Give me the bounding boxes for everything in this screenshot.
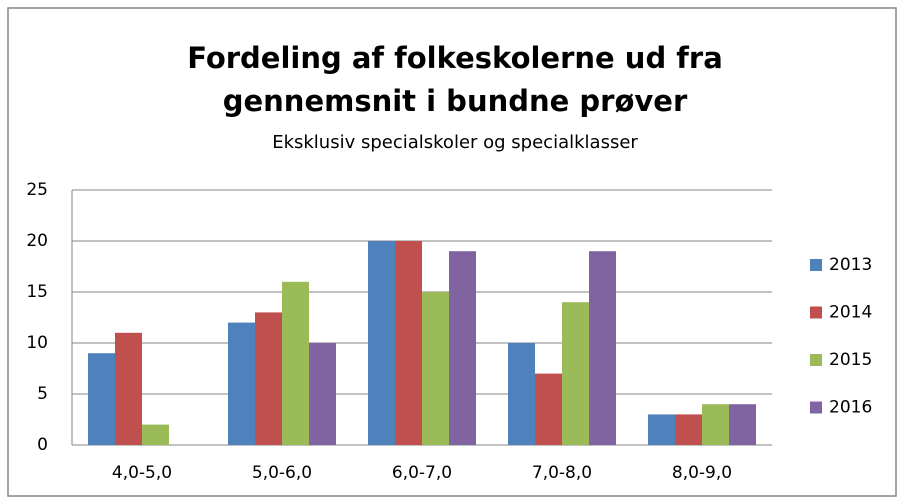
x-tick-label: 7,0-8,0 xyxy=(532,463,592,483)
bar xyxy=(368,241,395,445)
y-tick-label: 10 xyxy=(26,333,48,353)
legend-label: 2013 xyxy=(829,255,872,275)
bar xyxy=(282,281,309,445)
bar xyxy=(675,414,702,445)
legend-swatch xyxy=(810,259,822,271)
bar xyxy=(142,424,169,445)
y-tick-label: 25 xyxy=(26,180,48,200)
bar xyxy=(648,414,675,445)
bar xyxy=(729,404,756,445)
bar xyxy=(395,241,422,445)
bar xyxy=(589,251,616,445)
y-tick-label: 20 xyxy=(26,231,48,251)
y-tick-label: 0 xyxy=(37,435,48,455)
bar xyxy=(449,251,476,445)
x-tick-label: 8,0-9,0 xyxy=(672,463,732,483)
legend-label: 2015 xyxy=(829,350,872,370)
x-tick-label: 6,0-7,0 xyxy=(392,463,452,483)
legend-label: 2014 xyxy=(829,303,872,323)
y-tick-label: 15 xyxy=(26,282,48,302)
x-tick-label: 5,0-6,0 xyxy=(252,463,312,483)
bar xyxy=(702,404,729,445)
legend-swatch xyxy=(810,354,822,366)
bar xyxy=(255,312,282,445)
bar xyxy=(88,353,115,445)
bar xyxy=(115,332,142,445)
bar xyxy=(535,373,562,445)
legend-label: 2016 xyxy=(829,398,872,418)
chart-subtitle: Eksklusiv specialskoler og specialklasse… xyxy=(272,132,638,153)
bar xyxy=(228,322,255,445)
legend-swatch xyxy=(810,401,822,414)
x-tick-label: 4,0-5,0 xyxy=(112,463,172,483)
bar xyxy=(562,302,589,445)
chart-title: gennemsnit i bundne prøver xyxy=(223,84,688,118)
legend-swatch xyxy=(810,306,822,319)
y-tick-label: 5 xyxy=(37,384,48,404)
chart-title: Fordeling af folkeskolerne ud fra xyxy=(187,41,723,75)
bar xyxy=(422,292,449,445)
bar xyxy=(309,343,336,445)
bar xyxy=(508,343,535,445)
